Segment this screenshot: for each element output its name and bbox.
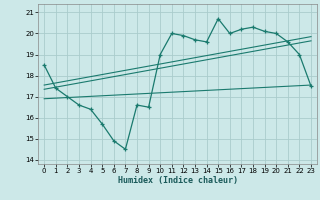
X-axis label: Humidex (Indice chaleur): Humidex (Indice chaleur) — [118, 176, 238, 185]
